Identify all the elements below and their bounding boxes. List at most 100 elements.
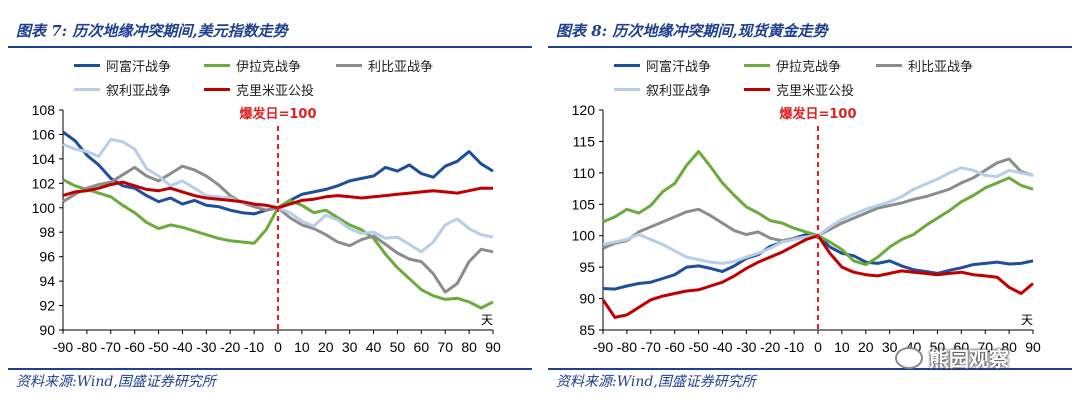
legend-label: 阿富汗战争 — [106, 60, 172, 75]
x-axis-unit: 天 — [481, 313, 493, 327]
y-tick-label: 92 — [39, 298, 55, 314]
watermark-text: 熊园观察 — [929, 347, 1009, 371]
y-tick-label: 106 — [32, 126, 56, 142]
x-tick-label: -90 — [53, 339, 73, 355]
x-tick-label: -30 — [736, 339, 756, 355]
y-tick-label: 104 — [32, 151, 56, 167]
x-tick-label: 90 — [485, 339, 501, 355]
legend-item: 叙利亚战争 — [74, 80, 171, 99]
title-rule — [548, 46, 1072, 48]
source-rule — [548, 368, 1072, 370]
y-tick-label: 108 — [32, 102, 56, 118]
y-tick-label: 120 — [572, 102, 596, 118]
wechat-icon — [895, 346, 923, 369]
legend-swatch — [74, 64, 100, 67]
y-tick-label: 95 — [579, 259, 595, 275]
y-tick-label: 85 — [579, 322, 595, 338]
legend-label: 叙利亚战争 — [646, 84, 712, 99]
x-tick-label: -40 — [172, 339, 192, 355]
legend-label: 伊拉克战争 — [236, 60, 302, 75]
x-tick-label: 70 — [977, 339, 993, 355]
x-tick-label: -60 — [665, 339, 685, 355]
x-tick-label: 10 — [294, 339, 310, 355]
x-tick-label: -80 — [77, 339, 97, 355]
x-tick-label: -50 — [688, 339, 708, 355]
legend-item: 克里米亚公投 — [204, 80, 314, 99]
y-tick-label: 98 — [39, 224, 55, 240]
legend-swatch — [204, 64, 230, 67]
x-tick-label: -70 — [101, 339, 121, 355]
x-tick-label: 80 — [461, 339, 477, 355]
x-tick-label: -80 — [617, 339, 637, 355]
legend-label: 阿富汗战争 — [646, 60, 712, 75]
y-tick-label: 90 — [579, 291, 595, 307]
x-tick-label: -20 — [760, 339, 780, 355]
chart-title: 图表 7: 历次地缘冲突期间,美元指数走势 — [16, 22, 288, 40]
y-tick-label: 102 — [32, 175, 56, 191]
panel-usd-index: 图表 7: 历次地缘冲突期间,美元指数走势 阿富汗战争 伊拉克战争 利比亚战争叙利亚… — [8, 0, 538, 411]
x-tick-label: 60 — [954, 339, 970, 355]
y-tick-label: 100 — [32, 200, 56, 216]
legend-swatch — [336, 64, 362, 67]
event-day-label: 爆发日=100 — [779, 106, 856, 122]
legend-label: 利比亚战争 — [908, 60, 974, 75]
legend-label: 叙利亚战争 — [106, 84, 172, 99]
legend-item: 阿富汗战争 — [74, 56, 171, 75]
x-tick-label: -50 — [148, 339, 168, 355]
x-tick-label: 0 — [814, 339, 822, 355]
x-tick-label: 70 — [437, 339, 453, 355]
y-tick-label: 96 — [39, 249, 55, 265]
x-tick-label: 10 — [834, 339, 850, 355]
x-tick-label: 20 — [318, 339, 334, 355]
legend-swatch — [744, 88, 770, 91]
x-tick-label: 50 — [930, 339, 946, 355]
y-tick-label: 90 — [39, 322, 55, 338]
legend-swatch — [744, 64, 770, 67]
x-tick-label: 90 — [1025, 339, 1041, 355]
source-rule — [8, 368, 532, 370]
legend-swatch — [74, 88, 100, 91]
legend-swatch — [614, 88, 640, 91]
legend-swatch — [876, 64, 902, 67]
x-tick-label: -40 — [712, 339, 732, 355]
x-tick-label: -70 — [641, 339, 661, 355]
legend-label: 伊拉克战争 — [776, 60, 842, 75]
x-tick-label: 40 — [366, 339, 382, 355]
panel-gold-price: 图表 8: 历次地缘冲突期间,现货黄金走势 阿富汗战争 伊拉克战争 利比亚战争叙利亚… — [548, 0, 1078, 411]
title-rule — [8, 46, 532, 48]
legend-item: 阿富汗战争 — [614, 56, 711, 75]
watermark: 熊园观察 — [895, 343, 1009, 372]
y-tick-label: 100 — [572, 228, 596, 244]
x-tick-label: -10 — [244, 339, 264, 355]
x-tick-label: 30 — [882, 339, 898, 355]
x-axis-unit: 天 — [1021, 313, 1033, 327]
x-tick-label: 0 — [274, 339, 282, 355]
legend-label: 克里米亚公投 — [236, 84, 315, 99]
legend-label: 克里米亚公投 — [776, 84, 855, 99]
legend-item: 利比亚战争 — [336, 56, 433, 75]
x-tick-label: 50 — [390, 339, 406, 355]
x-tick-label: -30 — [196, 339, 216, 355]
legend-item: 伊拉克战争 — [744, 56, 841, 75]
legend-item: 叙利亚战争 — [614, 80, 711, 99]
x-tick-label: 20 — [858, 339, 874, 355]
x-tick-label: 80 — [1001, 339, 1017, 355]
legend-item: 克里米亚公投 — [744, 80, 854, 99]
x-tick-label: -60 — [125, 339, 145, 355]
y-tick-label: 115 — [573, 133, 596, 149]
y-tick-label: 110 — [573, 165, 596, 181]
x-tick-label: -10 — [784, 339, 804, 355]
source-note: 资料来源:Wind,国盛证券研究所 — [16, 374, 216, 390]
event-day-label: 爆发日=100 — [239, 106, 316, 122]
legend-swatch — [614, 64, 640, 67]
chart-title: 图表 8: 历次地缘冲突期间,现货黄金走势 — [556, 22, 828, 40]
legend-swatch — [204, 88, 230, 91]
x-tick-label: 30 — [342, 339, 358, 355]
x-tick-label: -90 — [593, 339, 613, 355]
y-tick-label: 94 — [39, 273, 55, 289]
x-tick-label: 60 — [414, 339, 430, 355]
legend-item: 利比亚战争 — [876, 56, 973, 75]
x-tick-label: -20 — [220, 339, 240, 355]
